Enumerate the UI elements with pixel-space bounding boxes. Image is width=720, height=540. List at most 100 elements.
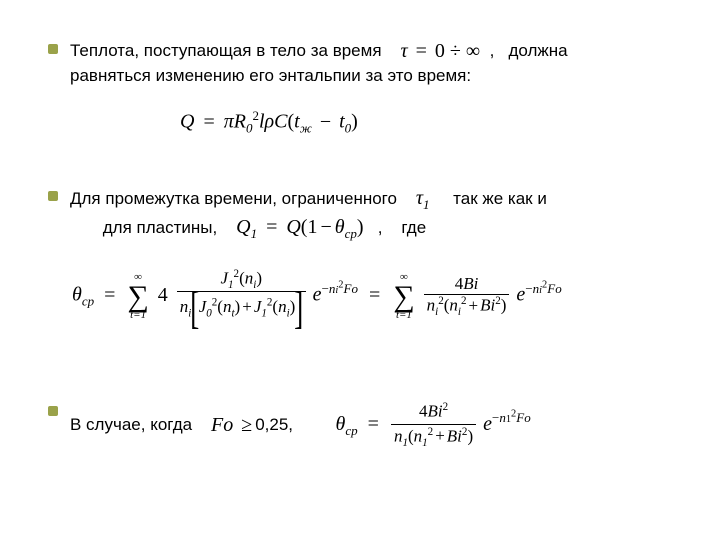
ths: ср: [345, 226, 357, 241]
R: R: [234, 111, 246, 133]
e1: e: [313, 284, 322, 306]
th: θ: [336, 413, 346, 435]
Bi: Bi: [427, 402, 442, 421]
eq: =: [199, 111, 218, 133]
p2-t2: так же как и: [453, 189, 547, 208]
tau: τ: [400, 40, 407, 62]
paragraph-2: Для промежутка времени, ограниченного τ1…: [70, 185, 680, 242]
eq1: =: [99, 284, 120, 306]
e3exp: −n12Fo: [492, 410, 531, 425]
slide: Теплота, поступающая в тело за время τ =…: [0, 0, 720, 540]
th: θ: [72, 284, 82, 306]
n2: n: [414, 426, 423, 445]
n2s: i: [458, 306, 461, 318]
p1-t2: должна: [508, 41, 567, 60]
C: C: [274, 111, 287, 133]
eq2: =: [363, 284, 386, 306]
rhs: 0 ÷ ∞: [435, 40, 480, 62]
tau1-sub: 1: [423, 197, 430, 212]
p3-t1: В случае, когда: [70, 415, 192, 434]
n: n: [180, 297, 189, 316]
th: θ: [335, 216, 345, 238]
val: 0,25: [255, 415, 288, 434]
J1: J: [220, 269, 228, 288]
s1b: t=1: [127, 310, 148, 321]
rho: ρ: [265, 111, 275, 133]
n2: n: [449, 296, 458, 315]
c: ): [467, 426, 473, 445]
n2sq: 2: [461, 295, 467, 307]
J1s: 1: [228, 279, 234, 291]
Q: Q: [286, 216, 300, 238]
pi: π: [224, 111, 234, 133]
eq: =: [363, 413, 384, 435]
tau1: τ1: [416, 185, 430, 214]
n: n: [245, 269, 254, 288]
eq: =: [413, 40, 430, 62]
s2b: t=1: [393, 310, 414, 321]
ns: i: [435, 306, 438, 318]
close: ): [351, 111, 358, 133]
bc: ]: [294, 292, 303, 324]
sigma-1: ∞ ∑ t=1: [127, 272, 148, 321]
p1-t1: Теплота, поступающая в тело за время: [70, 41, 382, 60]
bo: [: [190, 292, 199, 324]
bullet-2: [48, 191, 58, 201]
paragraph-3: В случае, когда Fo ≥ 0,25, θср = 4Bi2 n1…: [70, 400, 680, 451]
Bisq: 2: [443, 401, 449, 413]
Fo-cond: Fo ≥: [211, 412, 255, 439]
Bi: Bi: [480, 296, 495, 315]
equation-Q: Q = πR02lρC(tж − t0): [180, 108, 358, 137]
p2-gde: где: [401, 217, 426, 236]
bullet-1: [48, 44, 58, 54]
paragraph-1: Теплота, поступающая в тело за время τ =…: [70, 38, 680, 88]
minus: −: [317, 111, 334, 133]
Fo: Fo: [211, 414, 233, 436]
p1-comma: ,: [490, 41, 495, 60]
tau: τ: [416, 187, 423, 209]
ths: ср: [82, 294, 94, 309]
cl: ): [357, 216, 364, 238]
one: 1: [307, 216, 317, 238]
J0s: 0: [206, 307, 212, 319]
c: ): [256, 269, 262, 288]
f4: 4: [455, 274, 464, 293]
e3: e: [483, 413, 492, 435]
p2-t1: Для промежутка времени, ограниченного: [70, 189, 397, 208]
n2s: 1: [422, 437, 428, 449]
Bi: Bi: [463, 274, 478, 293]
ge: ≥: [238, 414, 255, 436]
ths: ср: [345, 423, 357, 438]
cm: ,: [288, 415, 293, 434]
pl: +: [467, 296, 481, 315]
ni: n: [278, 297, 287, 316]
mi: −: [317, 216, 334, 238]
eq-Q1: Q1 = Q(1−θср): [236, 214, 363, 243]
Q: Q: [180, 111, 194, 133]
frac-2: 4Bi ni2(ni2+Bi2): [424, 274, 510, 318]
Q1s: 1: [251, 226, 258, 241]
p2-comma: ,: [378, 217, 383, 236]
pl: +: [433, 426, 447, 445]
frac-1: J12(ni) ni[J02(nt)+J12(ni)]: [177, 268, 306, 324]
p2-t3: для пластины,: [103, 217, 217, 236]
eq: =: [262, 216, 281, 238]
c: ): [501, 296, 507, 315]
four: 4: [156, 284, 170, 306]
eq-theta-case: θср = 4Bi2 n1(n12+Bi2) e−n12Fo: [336, 400, 531, 451]
Q1: Q: [236, 216, 250, 238]
e2: e: [516, 284, 525, 306]
frac-3: 4Bi2 n1(n12+Bi2): [391, 400, 476, 451]
equation-theta: θср = ∞ ∑ t=1 4 J12(ni) ni[J02(nt)+J12(n…: [72, 268, 680, 338]
pl: +: [240, 297, 254, 316]
Bi: Bi: [447, 426, 462, 445]
e2exp: −ni2Fo: [525, 281, 561, 296]
bullet-3: [48, 406, 58, 416]
n: n: [427, 296, 436, 315]
p1-tau-expr: τ = 0 ÷ ∞: [400, 38, 480, 65]
tzh-sub: ж: [300, 121, 312, 136]
J1ds: 1: [261, 307, 267, 319]
e1exp: −ni2Fo: [322, 281, 358, 296]
p1-t3: равняться изменению его энтальпии за это…: [70, 66, 471, 85]
sigma-2: ∞ ∑ t=1: [393, 272, 414, 321]
